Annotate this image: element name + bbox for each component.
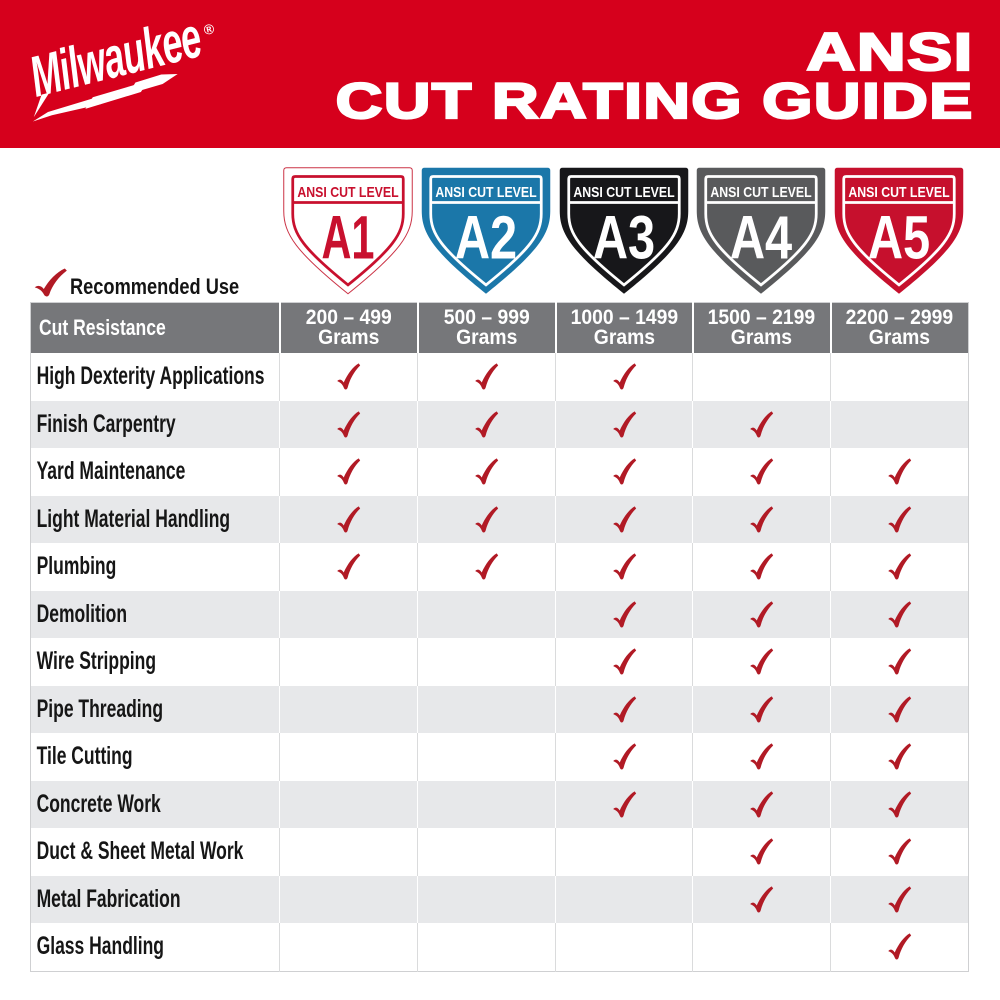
svg-text:ANSI CUT LEVEL: ANSI CUT LEVEL: [710, 184, 811, 200]
svg-text:A1: A1: [321, 205, 374, 273]
svg-text:ANSI CUT LEVEL: ANSI CUT LEVEL: [435, 184, 536, 200]
svg-text:®: ®: [202, 20, 217, 38]
svg-text:A4: A4: [730, 203, 793, 271]
svg-text:A3: A3: [592, 203, 654, 271]
svg-text:A5: A5: [868, 203, 930, 271]
svg-text:A2: A2: [454, 203, 516, 271]
svg-text:ANSI CUT LEVEL: ANSI CUT LEVEL: [848, 184, 949, 200]
svg-text:ANSI CUT LEVEL: ANSI CUT LEVEL: [573, 184, 674, 200]
svg-text:ANSI CUT LEVEL: ANSI CUT LEVEL: [297, 184, 398, 200]
